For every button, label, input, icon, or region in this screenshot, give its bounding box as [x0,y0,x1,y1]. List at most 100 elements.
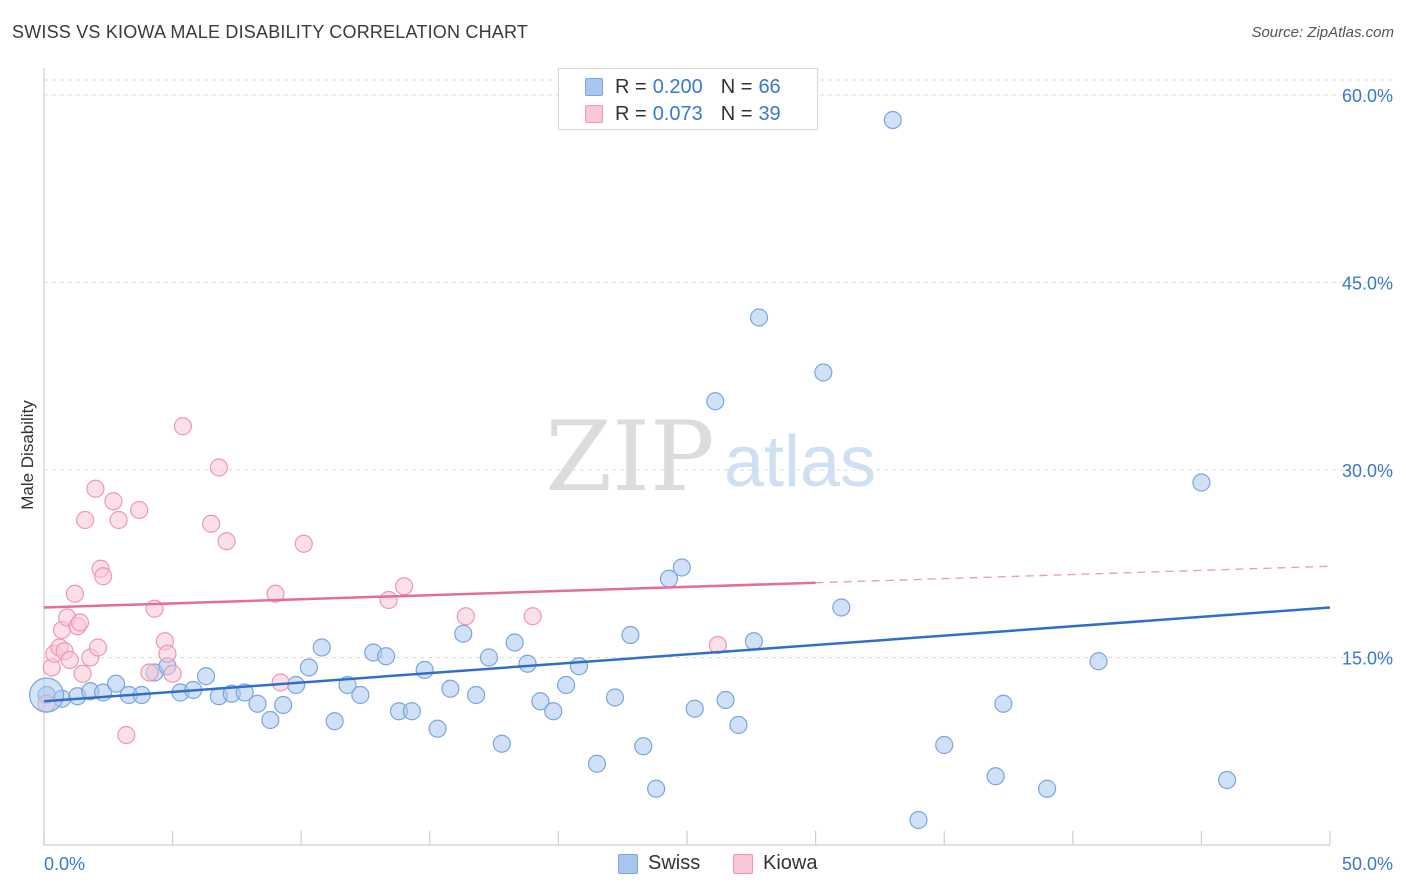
kiowa-point [379,590,398,610]
kiowa-point [88,638,108,657]
swiss-point [1037,779,1057,798]
swiss-point [647,779,666,798]
kiowa-point [109,510,128,530]
kiowa-point [73,664,92,683]
kiowa-point [117,725,136,745]
x-tick-label-max: 50.0% [1342,854,1393,874]
watermark: ZIP atlas [545,401,876,513]
swiss-point [621,625,640,645]
kiowa-point [202,514,221,533]
bottom-legend-label-swiss: Swiss [648,852,701,874]
legend-row-swiss: R = 0.200 N = 66 [585,75,781,99]
swiss-point [274,695,293,715]
swiss-point [466,685,486,705]
kiowa-point [456,607,475,626]
y-tick-label: 15.0% [1342,649,1393,669]
kiowa-point [523,607,542,626]
kiowa-point [266,584,285,603]
swiss-point [729,715,748,735]
swiss-point [744,632,763,651]
swiss-point [492,734,511,753]
kiowa-point [394,577,414,596]
y-tick-label: 30.0% [1342,461,1393,481]
swiss-point [376,647,396,666]
kiowa-point [158,644,177,663]
chart-source: Source: ZipAtlas.com [1251,24,1394,41]
bottom-legend-swatch-swiss [618,853,638,874]
watermark-zip: ZIP [545,401,714,513]
swiss-point [531,692,550,711]
correlation-legend: R = 0.200 N = 66 R = 0.073 N = 39 [558,68,818,130]
swiss-point [1089,652,1108,671]
bottom-legend-swiss[interactable]: Swiss [618,852,700,875]
kiowa-point [217,532,236,551]
legend-n-value: 39 [758,102,781,125]
kiowa-trend-line [43,581,816,609]
axes [43,68,1331,846]
swiss-point [544,702,563,721]
legend-r-label: R = [615,102,647,125]
swiss-point [749,308,769,327]
swiss-point [338,675,357,695]
kiowa-point [209,458,228,477]
swiss-point [248,694,267,713]
series-kiowa [37,417,727,745]
legend-n-label: N = [720,75,753,98]
swiss-point [196,667,216,686]
legend-n-value: 66 [758,75,781,98]
kiowa-point [94,567,113,586]
tick-labels: 15.0% 30.0% 45.0% 60.0% 0.0% 50.0% [44,86,1393,874]
swiss-point [1192,473,1211,492]
swiss-point [261,710,280,730]
swiss-point [814,363,833,382]
bottom-legend-swatch-kiowa [733,853,753,874]
swiss-point [402,702,421,721]
bottom-legend-label-kiowa: Kiowa [763,852,818,874]
swiss-point [479,648,499,667]
kiowa-point [173,417,192,436]
swiss-point [909,810,928,830]
legend-r-label: R = [615,75,647,98]
kiowa-point [140,663,159,682]
swiss-point [672,558,691,577]
swiss-point [557,675,576,695]
legend-swatch-kiowa [585,105,603,123]
swiss-point [994,694,1013,713]
swiss-point [106,674,126,693]
swiss-point [706,392,725,411]
kiowa-point [76,510,95,530]
y-tick-label: 45.0% [1342,274,1393,294]
swiss-point [883,110,902,130]
kiowa-point [294,534,313,553]
bottom-legend-kiowa[interactable]: Kiowa [733,852,817,875]
swiss-point [1218,770,1237,790]
swiss-point [441,679,460,698]
swiss-point [716,690,735,710]
swiss-point [351,685,370,705]
y-tick-label: 60.0% [1342,86,1393,106]
legend-r-value: 0.200 [652,75,703,98]
swiss-point [299,658,319,677]
kiowa-point [104,492,123,511]
swiss-point [518,654,537,673]
swiss-point [986,767,1005,786]
kiowa-point [163,664,182,683]
kiowa-point [86,479,105,498]
kiowa-point [65,584,84,603]
swiss-point [505,633,524,652]
swiss-point [832,598,851,617]
legend-n-label: N = [720,102,753,125]
swiss-point [428,719,447,738]
swiss-point [454,624,473,643]
swiss-point [235,683,254,702]
legend-row-kiowa: R = 0.073 N = 39 [585,102,781,126]
grid-lines [44,79,1395,658]
legend-swatch-swiss [585,78,603,96]
swiss-point [415,660,434,680]
swiss-point [312,638,331,657]
trend-lines [43,565,1331,703]
swiss-point [569,657,589,676]
swiss-point-cluster [28,677,65,713]
swiss-point [685,699,704,718]
